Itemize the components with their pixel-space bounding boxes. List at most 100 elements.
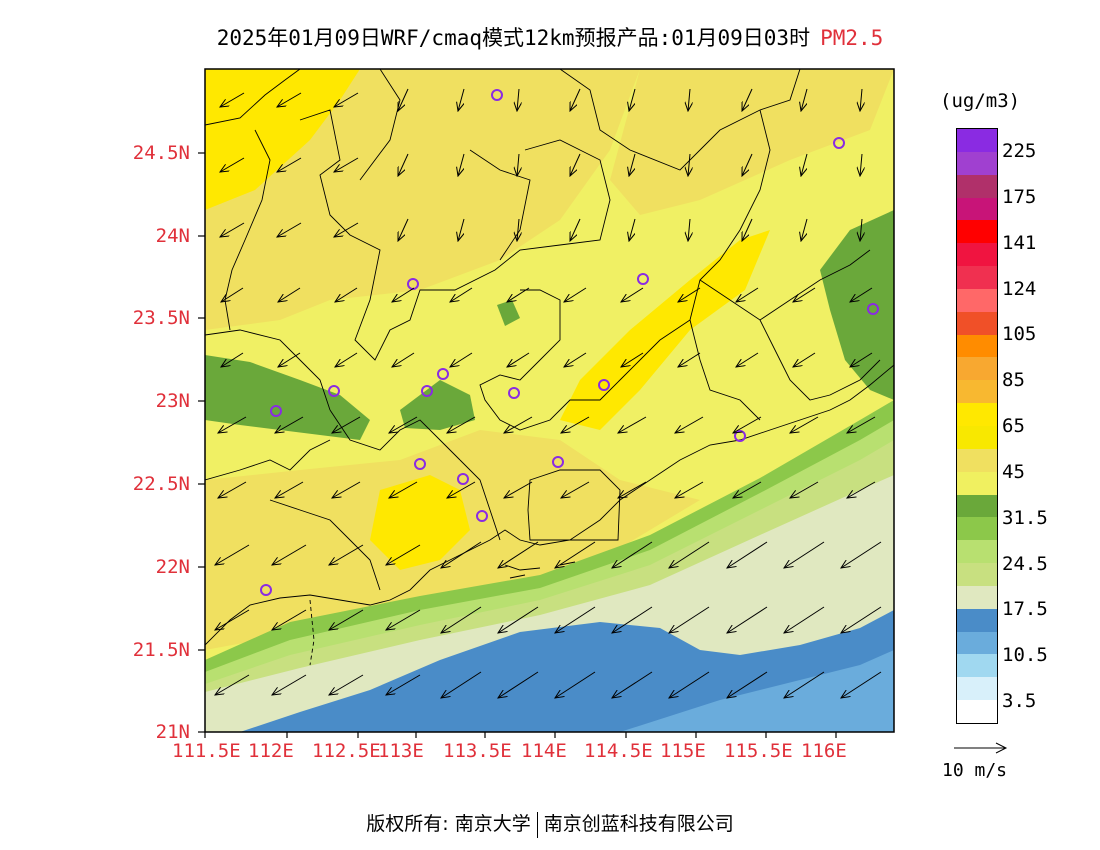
station-marker [867, 303, 879, 315]
wind-arrow [570, 88, 581, 111]
wind-arrow [736, 352, 759, 367]
wind-arrow [742, 88, 753, 111]
wind-arrow [389, 481, 418, 498]
station-marker [598, 379, 610, 391]
wind-arrow [450, 352, 473, 367]
boundary-line [459, 459, 501, 541]
wind-arrow [784, 606, 825, 633]
wind-arrow [450, 287, 473, 302]
wind-arrow [334, 92, 359, 107]
lon-label: 115.5E [724, 740, 793, 762]
lon-label: 112E [248, 740, 294, 762]
wind-arrow [498, 671, 539, 698]
lat-label: 23.5N [132, 307, 190, 329]
wind-arrow [329, 674, 364, 695]
wind-arrow [675, 481, 704, 498]
footer-separator [536, 811, 538, 838]
field-central-green [400, 380, 475, 430]
lat-label: 22N [155, 556, 190, 578]
wind-arrow [504, 481, 533, 498]
colorbar-cell [957, 311, 997, 336]
wind-arrow [498, 606, 539, 633]
station-marker [552, 456, 564, 468]
wind-arrow [790, 416, 819, 433]
wind-arrow [784, 541, 825, 568]
wind-arrow [278, 352, 301, 367]
field-small-green [497, 300, 520, 326]
monitoring-stations [260, 89, 879, 596]
wind-arrow [570, 153, 581, 176]
wind-arrow [220, 92, 245, 107]
wind-arrow [847, 481, 876, 498]
wind-arrow [221, 352, 244, 367]
colorbar-label: 141 [1002, 232, 1037, 254]
lon-label: 115E [660, 740, 706, 762]
colorbar-cell [957, 608, 997, 633]
wind-arrow [272, 544, 307, 565]
wind-arrow [335, 352, 358, 367]
wind-arrow [629, 218, 636, 241]
lat-label: 24.5N [132, 142, 190, 164]
wind-arrow [392, 352, 415, 367]
wind-arrow [334, 157, 359, 172]
wind-arrow [784, 671, 825, 698]
boundary-line [469, 149, 531, 261]
wind-arrow [612, 606, 653, 633]
axis-ticks [198, 152, 837, 738]
boundary-line [559, 69, 801, 171]
station-marker [491, 89, 503, 101]
colorbar-label: 24.5 [1002, 553, 1048, 575]
copyright-right: 南京创蓝科技有限公司 [543, 813, 734, 835]
wind-arrow [847, 416, 876, 433]
wind-arrow [678, 352, 701, 367]
wind-arrow [335, 287, 358, 302]
wind-arrow [678, 287, 701, 302]
station-marker [508, 387, 520, 399]
wind-arrow [507, 352, 530, 367]
colorbar-label: 85 [1002, 369, 1025, 391]
wind-arrow [517, 153, 519, 176]
wind-arrow [447, 416, 476, 433]
coastline [205, 364, 894, 646]
wind-arrow [507, 287, 530, 302]
wind-arrow [441, 606, 482, 633]
concentration-field [205, 69, 894, 732]
wind-arrow [801, 153, 808, 176]
station-marker [457, 473, 469, 485]
copyright-footer: 版权所有: 南京大学 南京创蓝科技有限公司 [0, 809, 1100, 838]
colorbar-cell [957, 540, 997, 564]
colorbar-cell [957, 174, 997, 199]
map-title: 2025年01月09日WRF/cmaq模式12km预报产品:01月09日03时 P… [0, 22, 1100, 52]
wind-arrow [555, 671, 596, 698]
station-marker [637, 273, 649, 285]
wind-arrow [277, 157, 302, 172]
wind-arrow [398, 88, 409, 111]
wind-arrow [860, 88, 862, 111]
pollutant-label: PM2.5 [820, 26, 884, 50]
lon-label: 114E [521, 740, 567, 762]
lon-label: 113E [378, 740, 424, 762]
colorbar-cell [957, 288, 997, 313]
wind-arrow [860, 153, 862, 176]
wind-arrow [850, 352, 873, 367]
station-marker [421, 385, 433, 397]
lat-label: 23N [155, 390, 190, 412]
wind-arrow [215, 609, 250, 630]
colorbar-label: 225 [1002, 140, 1037, 162]
reference-vector-arrow [954, 742, 1008, 754]
wind-arrow [329, 544, 364, 565]
admin-boundaries [205, 69, 894, 666]
wind-arrow [733, 416, 762, 433]
wind-arrow [564, 287, 587, 302]
wind-arrow [612, 541, 653, 568]
wind-arrow [790, 481, 819, 498]
wind-arrow [629, 88, 636, 111]
wind-arrow [669, 671, 710, 698]
lat-label: 22.5N [132, 473, 190, 495]
colorbar-label: 10.5 [1002, 644, 1048, 666]
colorbar-cell [957, 585, 997, 610]
station-marker [260, 584, 272, 596]
wind-arrow [218, 481, 247, 498]
boundary-line [299, 109, 611, 361]
